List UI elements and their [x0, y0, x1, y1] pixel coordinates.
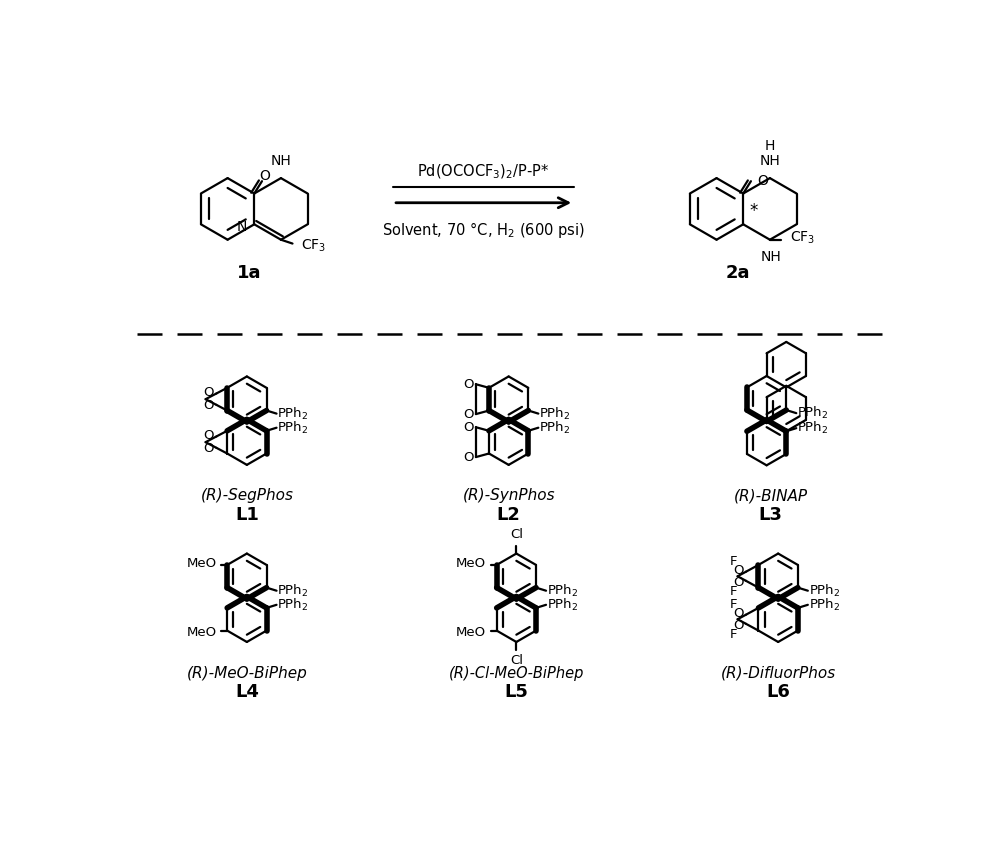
Text: NH: NH	[761, 250, 782, 265]
Text: (R)-BINAP: (R)-BINAP	[733, 488, 808, 503]
Text: MeO: MeO	[456, 557, 486, 570]
Text: PPh$_2$: PPh$_2$	[809, 597, 840, 613]
Text: Solvent, 70 $\degree$C, H$_2$ (600 psi): Solvent, 70 $\degree$C, H$_2$ (600 psi)	[382, 220, 585, 239]
Text: L1: L1	[235, 506, 259, 524]
Text: PPh$_2$: PPh$_2$	[277, 419, 309, 436]
Text: O: O	[463, 451, 474, 464]
Text: (R)-MeO-BiPhep: (R)-MeO-BiPhep	[186, 666, 307, 681]
Text: PPh$_2$: PPh$_2$	[277, 597, 309, 613]
Text: PPh$_2$: PPh$_2$	[277, 406, 309, 422]
Text: MeO: MeO	[456, 626, 486, 638]
Text: MeO: MeO	[186, 557, 216, 570]
Text: PPh$_2$: PPh$_2$	[539, 419, 571, 436]
Text: CF$_3$: CF$_3$	[301, 238, 326, 254]
Text: H: H	[765, 139, 775, 154]
Text: L6: L6	[766, 683, 790, 701]
Text: PPh$_2$: PPh$_2$	[539, 406, 571, 422]
Text: O: O	[733, 607, 744, 620]
Text: MeO: MeO	[186, 626, 216, 638]
Text: O: O	[463, 421, 474, 434]
Text: Cl: Cl	[510, 655, 523, 667]
Text: *: *	[749, 202, 758, 220]
Text: O: O	[463, 378, 474, 391]
Text: PPh$_2$: PPh$_2$	[547, 582, 578, 599]
Text: O: O	[733, 576, 744, 589]
Text: PPh$_2$: PPh$_2$	[797, 420, 828, 436]
Text: (R)-Cl-MeO-BiPhep: (R)-Cl-MeO-BiPhep	[449, 666, 584, 681]
Text: O: O	[203, 386, 213, 399]
Text: O: O	[733, 564, 744, 576]
Text: L4: L4	[235, 683, 259, 701]
Text: O: O	[463, 408, 474, 420]
Text: PPh$_2$: PPh$_2$	[277, 582, 309, 599]
Text: F: F	[730, 598, 737, 610]
Text: O: O	[203, 442, 213, 455]
Text: O: O	[203, 430, 213, 442]
Text: NH: NH	[760, 155, 780, 168]
Text: CF$_3$: CF$_3$	[790, 230, 815, 246]
Text: L2: L2	[497, 506, 521, 524]
Text: F: F	[730, 585, 737, 598]
Text: L5: L5	[504, 683, 528, 701]
Text: L3: L3	[759, 506, 782, 524]
Text: (R)-SegPhos: (R)-SegPhos	[200, 488, 293, 503]
Text: (R)-SynPhos: (R)-SynPhos	[462, 488, 555, 503]
Text: F: F	[730, 554, 737, 568]
Text: N: N	[236, 221, 247, 234]
Text: O: O	[203, 399, 213, 412]
Text: O: O	[260, 169, 271, 183]
Text: PPh$_2$: PPh$_2$	[809, 582, 840, 599]
Text: Pd(OCOCF$_3$)$_2$/P-P*: Pd(OCOCF$_3$)$_2$/P-P*	[417, 163, 550, 181]
Text: 2a: 2a	[726, 264, 750, 283]
Text: PPh$_2$: PPh$_2$	[547, 597, 578, 613]
Text: PPh$_2$: PPh$_2$	[797, 405, 828, 421]
Text: F: F	[730, 627, 737, 641]
Text: (R)-DifluorPhos: (R)-DifluorPhos	[721, 666, 836, 681]
Text: O: O	[757, 174, 768, 188]
Text: O: O	[733, 619, 744, 632]
Text: NH: NH	[271, 155, 291, 168]
Text: Cl: Cl	[510, 528, 523, 541]
Text: 1a: 1a	[237, 264, 261, 283]
